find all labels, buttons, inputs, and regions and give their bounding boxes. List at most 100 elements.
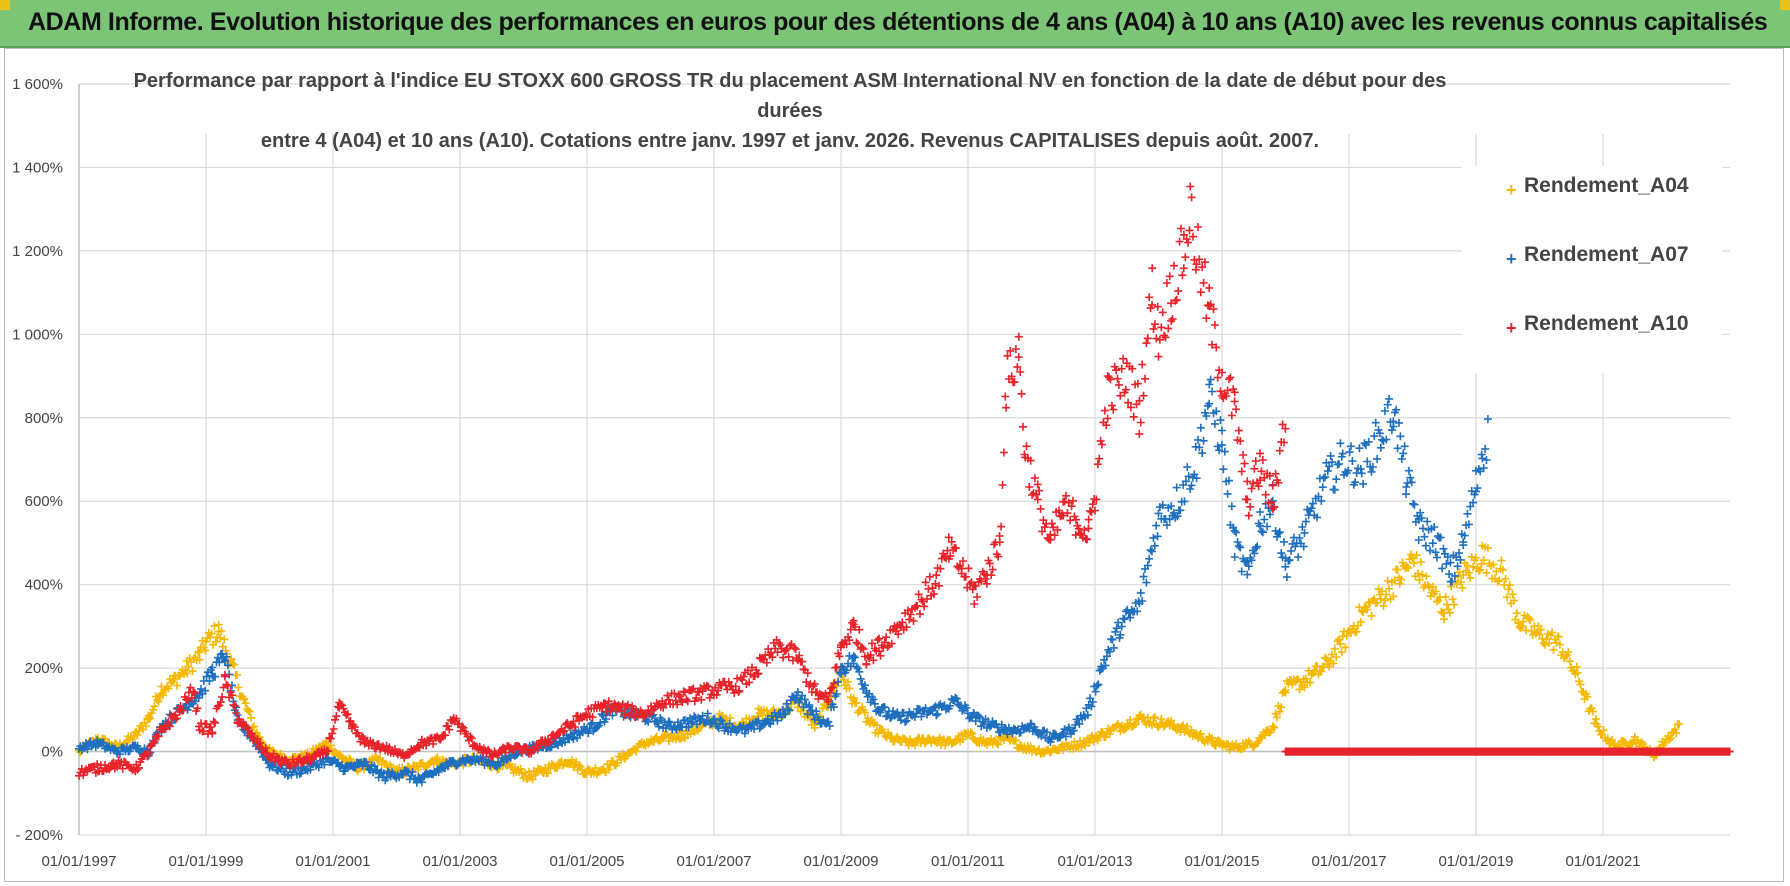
- data-point: [1126, 613, 1135, 622]
- header-corner-left: [0, 0, 10, 10]
- data-point: [1328, 458, 1336, 467]
- data-point: [868, 639, 876, 648]
- data-point: [1244, 562, 1253, 571]
- data-point: [1277, 549, 1286, 558]
- data-point: [210, 621, 219, 630]
- data-point: [798, 657, 807, 666]
- data-point: [198, 636, 207, 645]
- data-point: [1400, 442, 1409, 451]
- x-tick-label: 01/01/2001: [295, 853, 370, 870]
- data-point: [1383, 400, 1392, 409]
- data-point: [1105, 730, 1114, 739]
- data-point: [790, 643, 799, 652]
- data-point: [244, 706, 253, 715]
- data-point: [1070, 737, 1079, 746]
- data-point: [988, 565, 997, 574]
- data-point: [1330, 644, 1339, 653]
- data-point: [1100, 406, 1109, 415]
- data-point: [1136, 418, 1145, 427]
- data-point: [829, 703, 838, 712]
- data-point: [1150, 713, 1159, 722]
- data-point: [322, 737, 331, 746]
- data-point: [1317, 667, 1326, 676]
- data-point: [1392, 405, 1401, 414]
- data-point: [734, 688, 743, 696]
- data-point: [829, 679, 838, 688]
- data-point: [1002, 403, 1011, 412]
- header-corner-right: [1780, 0, 1790, 10]
- data-point: [1199, 436, 1208, 445]
- data-point: [1014, 353, 1023, 362]
- data-point: [785, 706, 794, 715]
- data-point: [362, 758, 371, 767]
- data-point: [1181, 253, 1190, 262]
- data-point: [1541, 640, 1550, 649]
- data-point: [1239, 451, 1248, 459]
- data-point: [153, 695, 162, 704]
- data-point: [1469, 562, 1478, 571]
- data-point: [584, 765, 593, 774]
- data-point: [993, 723, 1002, 732]
- data-point: [1572, 662, 1581, 671]
- data-point: [1223, 489, 1232, 498]
- data-point: [1138, 597, 1147, 605]
- data-point: [222, 652, 231, 661]
- data-point: [1195, 255, 1204, 264]
- data-point: [83, 745, 92, 754]
- data-point: [1208, 387, 1217, 396]
- data-point: [359, 733, 368, 742]
- data-point: [1280, 687, 1288, 696]
- data-point: [205, 676, 214, 685]
- data-point: [1061, 732, 1070, 741]
- y-tick-label: 1 600%: [12, 76, 63, 93]
- data-point: [1473, 484, 1482, 493]
- data-point: [1116, 391, 1125, 400]
- data-point: [1145, 554, 1154, 563]
- x-tick-label: 01/01/2013: [1057, 853, 1132, 870]
- data-point: [1016, 368, 1025, 376]
- data-point: [1206, 375, 1215, 384]
- data-point: [1531, 629, 1540, 638]
- data-point: [325, 733, 334, 742]
- data-point: [149, 739, 157, 748]
- chart-legend: + Rendement_A04 + Rendement_A07 + Rendem…: [1462, 166, 1722, 373]
- data-point: [183, 669, 191, 678]
- data-point: [912, 709, 921, 718]
- data-point: [1445, 570, 1454, 579]
- data-point: [773, 716, 782, 725]
- data-point: [1442, 559, 1451, 568]
- data-point: [133, 730, 142, 739]
- data-point: [695, 688, 703, 697]
- data-point: [240, 695, 249, 704]
- data-point: [670, 689, 679, 698]
- data-point: [898, 618, 907, 627]
- data-point: [1294, 553, 1303, 562]
- data-point: [1287, 546, 1296, 555]
- data-point: [1341, 643, 1350, 652]
- data-point: [1278, 420, 1287, 429]
- data-point: [1014, 332, 1023, 341]
- data-point: [1113, 374, 1122, 383]
- data-point: [1314, 492, 1323, 501]
- data-point: [206, 633, 215, 642]
- data-point: [951, 544, 960, 553]
- data-point: [664, 737, 673, 745]
- data-point: [291, 761, 300, 770]
- x-tick-label: 01/01/2021: [1565, 853, 1640, 870]
- data-point: [115, 750, 124, 759]
- data-point: [269, 749, 278, 758]
- data-point: [909, 617, 918, 625]
- data-point: [221, 670, 229, 679]
- y-tick-label: 1 400%: [12, 159, 63, 176]
- data-point: [985, 559, 994, 568]
- data-point: [1208, 340, 1217, 349]
- page-title: ADAM Informe. Evolution historique des p…: [28, 8, 1768, 36]
- data-point: [1471, 553, 1480, 562]
- data-point: [1062, 491, 1070, 500]
- data-point: [614, 701, 623, 710]
- data-point: [1069, 726, 1078, 735]
- data-point: [1022, 442, 1031, 451]
- data-point: [1038, 527, 1046, 536]
- legend-item-a04: + Rendement_A04: [1462, 166, 1722, 235]
- data-point: [1091, 687, 1100, 696]
